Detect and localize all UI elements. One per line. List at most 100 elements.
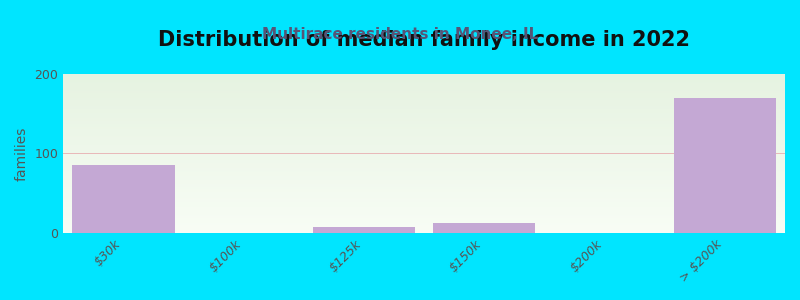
Bar (63, 128, 785, 129)
Bar (63, 124, 785, 125)
Bar (63, 116, 785, 117)
Bar (63, 111, 785, 112)
Bar (63, 179, 785, 180)
Bar (63, 131, 785, 132)
Bar (63, 172, 785, 173)
Bar (63, 137, 785, 138)
Bar (63, 156, 785, 157)
Bar (63, 177, 785, 178)
Bar (63, 133, 785, 134)
Bar (63, 230, 785, 231)
Bar (63, 205, 785, 206)
Bar (63, 185, 785, 186)
Bar (63, 144, 785, 145)
Bar (63, 96, 785, 97)
Bar (63, 174, 785, 175)
Bar (63, 216, 785, 217)
Bar (63, 101, 785, 102)
Bar (63, 145, 785, 146)
Bar (63, 228, 785, 229)
Bar (63, 217, 785, 218)
Bar (63, 104, 785, 105)
Bar (63, 98, 785, 99)
Bar (63, 213, 785, 214)
Bar (63, 76, 785, 77)
Bar (63, 138, 785, 139)
Bar (63, 204, 785, 205)
Bar (63, 196, 785, 197)
Bar (63, 165, 785, 166)
Bar (63, 113, 785, 114)
Bar (63, 88, 785, 89)
Bar (63, 129, 785, 130)
Bar (63, 219, 785, 220)
Bar (313, 226, 415, 233)
Bar (63, 176, 785, 177)
Bar (63, 181, 785, 182)
Bar (63, 210, 785, 211)
Bar (63, 153, 785, 154)
Bar (63, 103, 785, 104)
Bar (63, 93, 785, 94)
Bar (63, 193, 785, 194)
Bar (63, 209, 785, 210)
Bar (63, 154, 785, 155)
Bar (63, 202, 785, 203)
Title: Distribution of median family income in 2022: Distribution of median family income in … (158, 30, 690, 50)
Bar (63, 97, 785, 98)
Bar (63, 159, 785, 160)
Bar (63, 195, 785, 196)
Bar (63, 167, 785, 168)
Bar (63, 198, 785, 199)
Bar (63, 77, 785, 78)
Bar (63, 218, 785, 219)
Bar (63, 158, 785, 159)
Bar (63, 203, 785, 204)
Bar (63, 227, 785, 228)
Bar (63, 197, 785, 198)
Bar (63, 99, 785, 100)
Bar (63, 143, 785, 144)
Bar (63, 171, 785, 172)
Bar (63, 190, 785, 191)
Bar (63, 125, 785, 126)
Bar (63, 139, 785, 140)
Bar (63, 224, 785, 225)
Bar (63, 170, 785, 171)
Bar (63, 127, 785, 128)
Bar (63, 194, 785, 195)
Bar (63, 117, 785, 118)
Bar (63, 163, 785, 164)
Bar (63, 82, 785, 83)
Bar (63, 150, 785, 151)
Bar (63, 161, 785, 162)
Bar (63, 155, 785, 156)
Bar (674, 98, 776, 233)
Bar (63, 114, 785, 115)
Bar (63, 135, 785, 136)
Bar (63, 180, 785, 181)
Bar (63, 208, 785, 209)
Bar (63, 166, 785, 167)
Bar (63, 160, 785, 161)
Bar (63, 168, 785, 169)
Bar (63, 121, 785, 122)
Y-axis label: families: families (15, 126, 29, 181)
Bar (63, 214, 785, 215)
Bar (63, 182, 785, 183)
Bar (63, 82, 785, 83)
Bar (63, 211, 785, 212)
Bar (63, 130, 785, 131)
Bar (63, 108, 785, 109)
Bar (63, 157, 785, 158)
Bar (63, 134, 785, 135)
Bar (63, 212, 785, 213)
Bar (63, 80, 785, 81)
Bar (63, 106, 785, 107)
Bar (63, 229, 785, 230)
Bar (63, 83, 785, 84)
Bar (63, 84, 785, 85)
Bar (63, 226, 785, 227)
Bar (63, 118, 785, 119)
Bar (63, 122, 785, 123)
